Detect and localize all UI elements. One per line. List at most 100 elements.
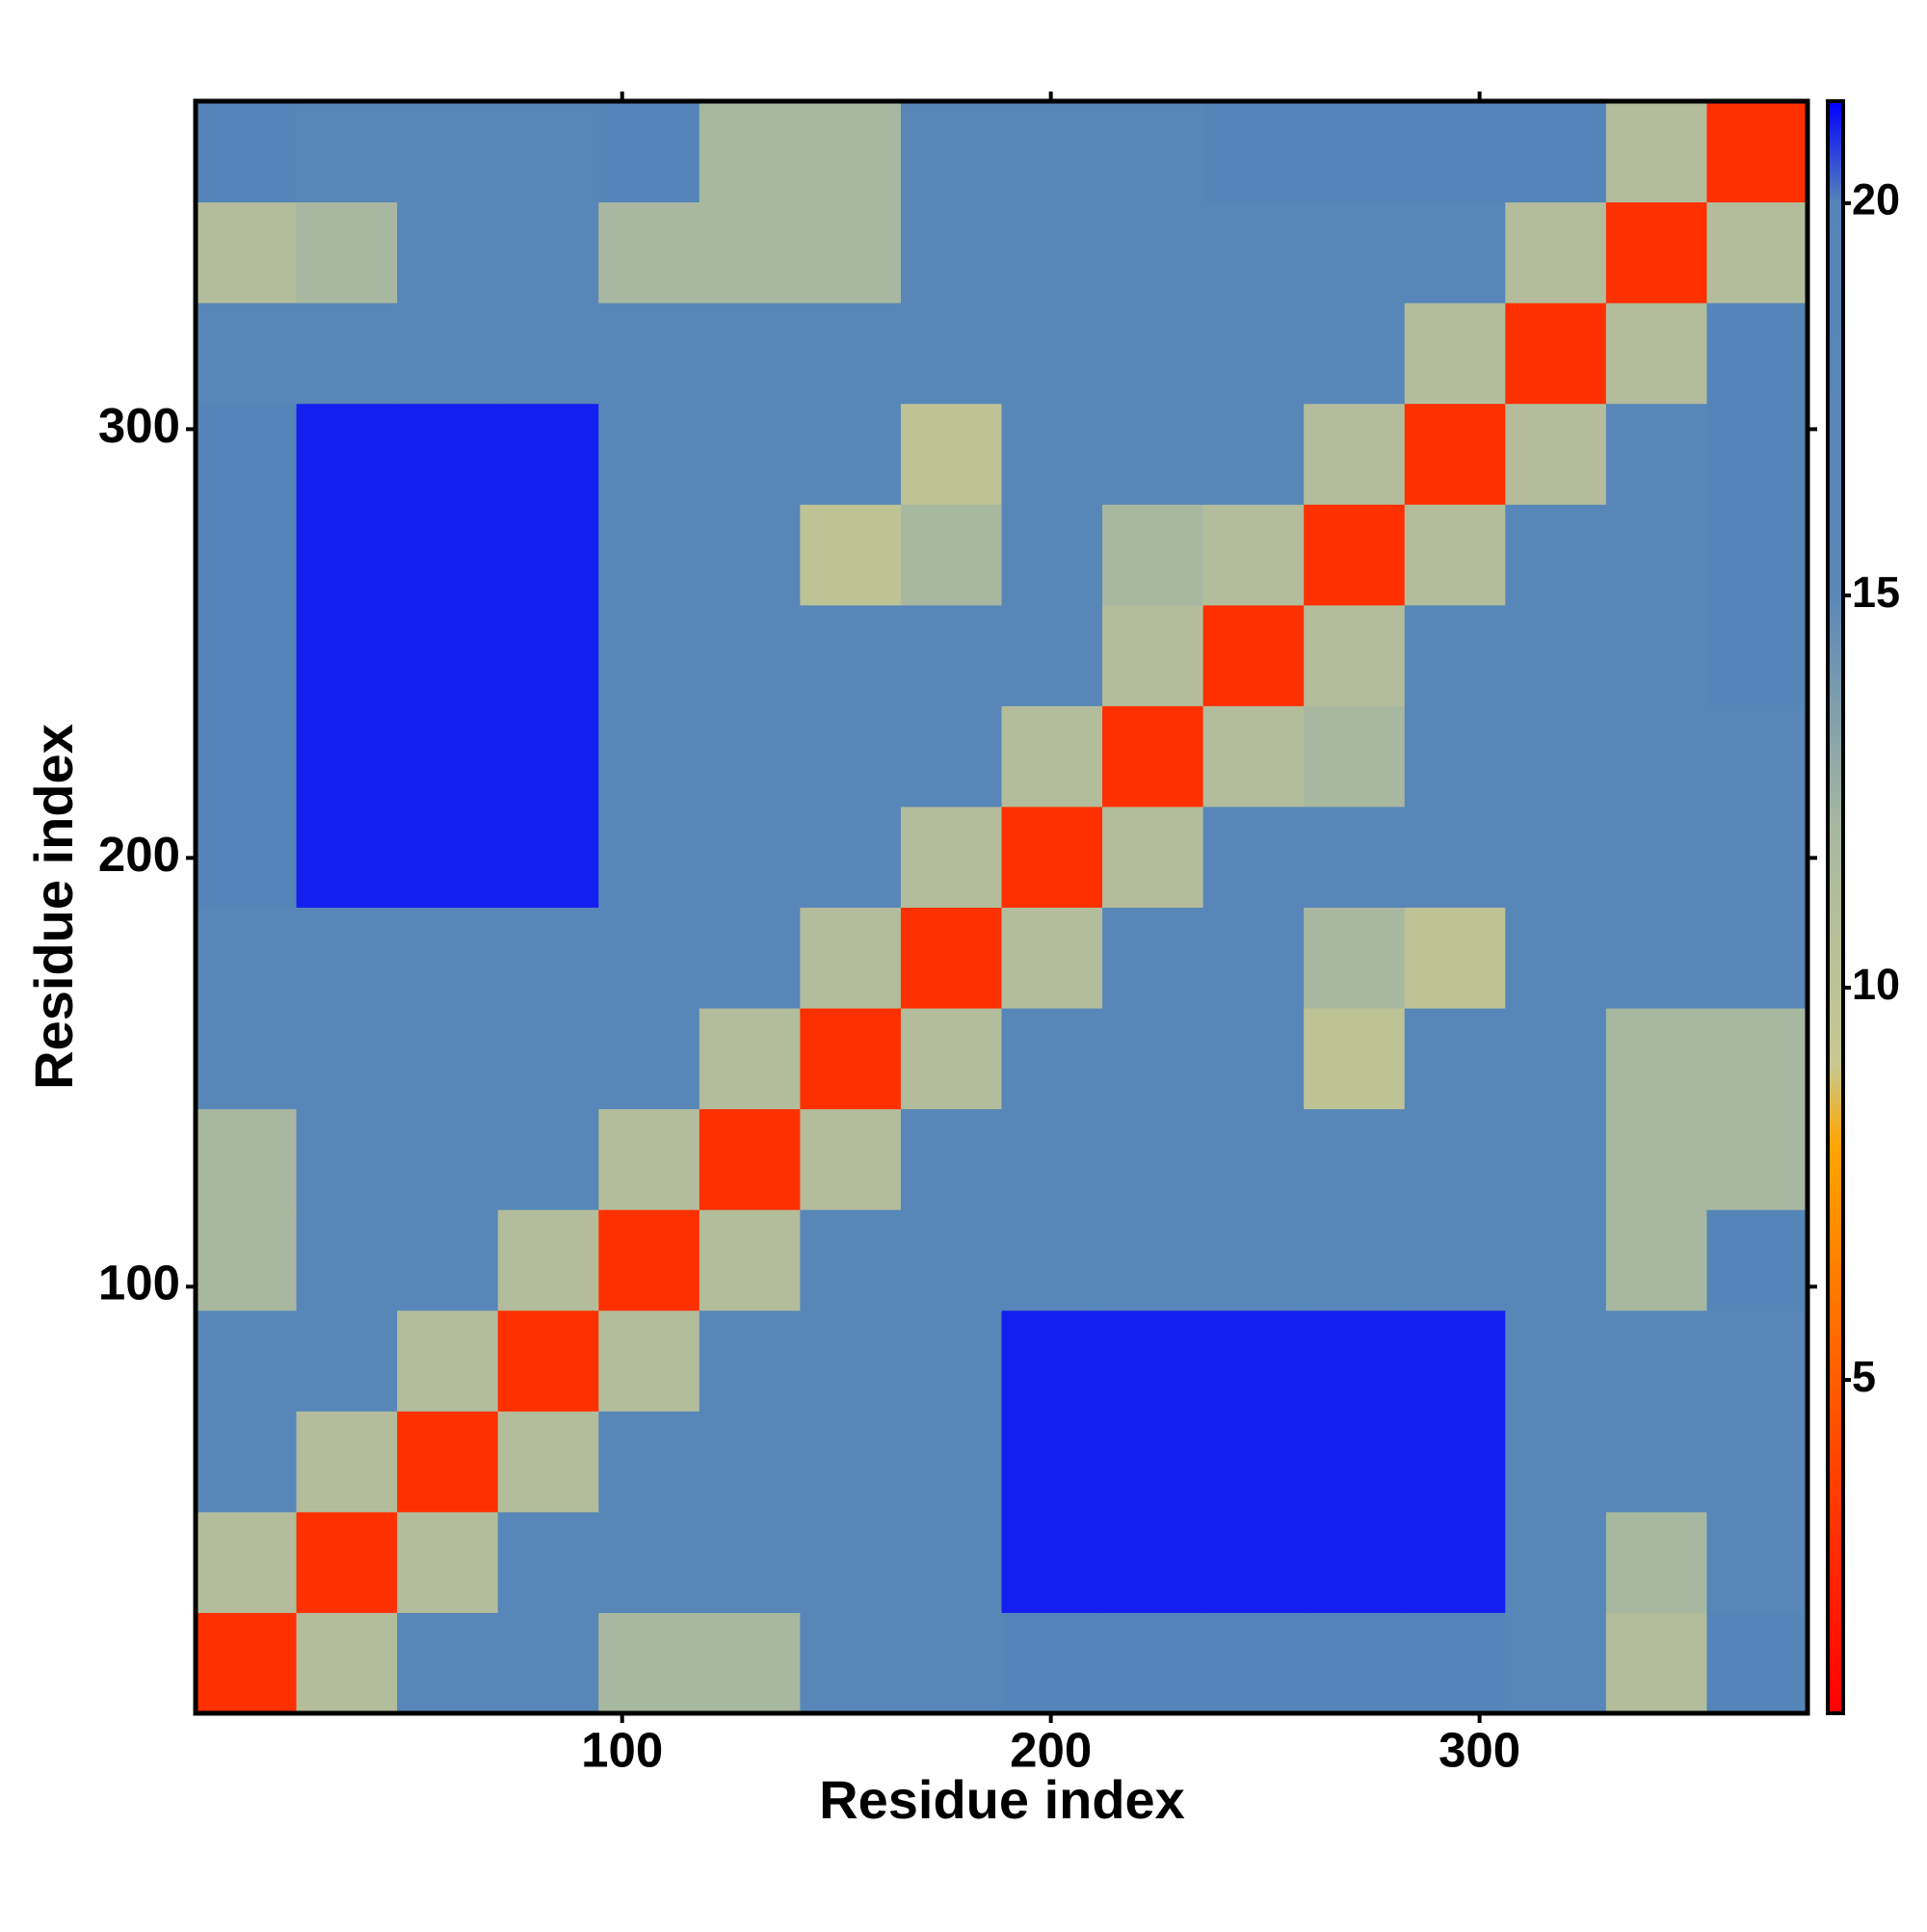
heatmap-cell bbox=[1505, 1008, 1607, 1110]
heatmap-cell bbox=[1001, 403, 1103, 505]
heatmap-cell bbox=[598, 303, 700, 405]
heatmap-cell bbox=[800, 1108, 902, 1210]
heatmap-cell bbox=[800, 504, 902, 606]
heatmap-cell bbox=[1102, 303, 1204, 405]
heatmap-cell bbox=[397, 604, 499, 706]
heatmap-cell bbox=[1404, 1209, 1506, 1311]
heatmap-cell bbox=[699, 806, 801, 908]
heatmap-cell bbox=[598, 1411, 700, 1513]
heatmap-cell bbox=[900, 604, 1002, 706]
heatmap-cell bbox=[196, 705, 298, 807]
heatmap-cell bbox=[1404, 806, 1506, 908]
heatmap-cell bbox=[699, 403, 801, 505]
heatmap-cell bbox=[1304, 1310, 1406, 1412]
heatmap-cell bbox=[1706, 604, 1808, 706]
heatmap-cell bbox=[497, 303, 599, 405]
heatmap-cell bbox=[1202, 1612, 1305, 1714]
heatmap-cell bbox=[1102, 1310, 1204, 1412]
heatmap-cell bbox=[598, 1008, 700, 1110]
heatmap-cell bbox=[1706, 806, 1808, 908]
heatmap-cell bbox=[1404, 1108, 1506, 1210]
heatmap-cell bbox=[1202, 303, 1305, 405]
heatmap-cell bbox=[1505, 1108, 1607, 1210]
heatmap-cell bbox=[699, 1310, 801, 1412]
heatmap-cell bbox=[598, 1108, 700, 1210]
heatmap-cell bbox=[699, 907, 801, 1009]
heatmap-cell bbox=[800, 604, 902, 706]
heatmap-cell bbox=[800, 1209, 902, 1311]
heatmap-cell bbox=[699, 1008, 801, 1110]
heatmap-cell bbox=[800, 101, 902, 203]
heatmap-cell bbox=[1404, 403, 1506, 505]
heatmap-cell bbox=[1404, 1411, 1506, 1513]
heatmap-cell bbox=[296, 1209, 398, 1311]
heatmap-cell bbox=[699, 504, 801, 606]
heatmap-cell bbox=[1102, 907, 1204, 1009]
heatmap-cell bbox=[1202, 1511, 1305, 1613]
heatmap-cell bbox=[296, 1411, 398, 1513]
heatmap-cell bbox=[900, 403, 1002, 505]
heatmap-cell bbox=[1202, 705, 1305, 807]
heatmap-cell bbox=[598, 101, 700, 203]
heatmap-cell bbox=[1001, 504, 1103, 606]
heatmap-cell bbox=[900, 1310, 1002, 1412]
heatmap-cell bbox=[1404, 907, 1506, 1009]
heatmap-cell bbox=[397, 806, 499, 908]
heatmap-cell bbox=[1706, 1612, 1808, 1714]
heatmap bbox=[196, 101, 1808, 1714]
heatmap-cell bbox=[1102, 1209, 1204, 1311]
heatmap-cell bbox=[1202, 201, 1305, 304]
heatmap-cell bbox=[1706, 907, 1808, 1009]
heatmap-cell bbox=[1102, 201, 1204, 304]
heatmap-cell bbox=[598, 403, 700, 505]
heatmap-cell bbox=[800, 201, 902, 304]
heatmap-cell bbox=[1102, 604, 1204, 706]
heatmap-cell bbox=[1102, 1511, 1204, 1613]
heatmap-cell bbox=[598, 1310, 700, 1412]
heatmap-cell bbox=[1001, 806, 1103, 908]
heatmap-cell bbox=[1304, 303, 1406, 405]
heatmap-cell bbox=[397, 1008, 499, 1110]
heatmap-cell bbox=[1404, 705, 1506, 807]
heatmap-cell bbox=[1605, 1310, 1707, 1412]
heatmap-cell bbox=[497, 101, 599, 203]
y-tick-label: 200 bbox=[98, 827, 180, 882]
heatmap-cell bbox=[1202, 604, 1305, 706]
heatmap-cell bbox=[1505, 403, 1607, 505]
heatmap-cell bbox=[1001, 201, 1103, 304]
x-tick-label: 100 bbox=[581, 1722, 663, 1777]
heatmap-cell bbox=[1304, 1411, 1406, 1513]
heatmap-cell bbox=[397, 201, 499, 304]
heatmap-cell bbox=[1505, 705, 1607, 807]
colorbar-tick-label: 15 bbox=[1852, 568, 1900, 617]
heatmap-cell bbox=[699, 604, 801, 706]
heatmap-cell bbox=[1505, 806, 1607, 908]
heatmap-cell bbox=[1001, 907, 1103, 1009]
heatmap-cell bbox=[1605, 403, 1707, 505]
heatmap-cell bbox=[1202, 907, 1305, 1009]
heatmap-cell bbox=[1304, 1511, 1406, 1613]
heatmap-cell bbox=[1304, 1108, 1406, 1210]
heatmap-cell bbox=[196, 101, 298, 203]
colorbar-tick-label: 10 bbox=[1852, 960, 1900, 1009]
heatmap-cell bbox=[598, 604, 700, 706]
heatmap-cell bbox=[1202, 1310, 1305, 1412]
heatmap-cell bbox=[497, 806, 599, 908]
heatmap-cell bbox=[1605, 201, 1707, 304]
heatmap-cell bbox=[1202, 1209, 1305, 1311]
heatmap-cell bbox=[800, 1511, 902, 1613]
heatmap-cell bbox=[1605, 907, 1707, 1009]
heatmap-cell bbox=[1202, 403, 1305, 505]
heatmap-cell bbox=[1202, 1411, 1305, 1513]
heatmap-cell bbox=[800, 806, 902, 908]
heatmap-cell bbox=[1304, 504, 1406, 606]
heatmap-cell bbox=[397, 303, 499, 405]
heatmap-cell bbox=[1505, 1411, 1607, 1513]
heatmap-cell bbox=[196, 303, 298, 405]
heatmap-cell bbox=[1102, 1008, 1204, 1110]
heatmap-cell bbox=[1605, 101, 1707, 203]
heatmap-cell bbox=[1202, 101, 1305, 203]
heatmap-cell bbox=[1706, 1209, 1808, 1311]
heatmap-cell bbox=[1304, 604, 1406, 706]
heatmap-cell bbox=[699, 201, 801, 304]
